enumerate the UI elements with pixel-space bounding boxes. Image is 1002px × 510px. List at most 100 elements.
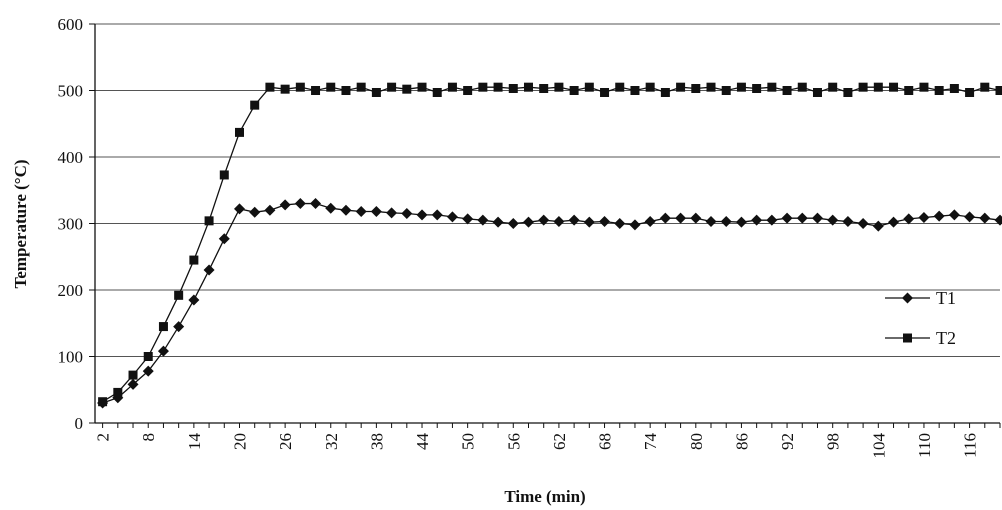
series-t1-point (811, 212, 823, 224)
series-t2-point (326, 82, 336, 92)
series-t1-point (644, 216, 656, 228)
series-t1-point (735, 216, 747, 228)
series-t1-point (979, 212, 991, 224)
series-t2 (98, 82, 1002, 407)
x-tick-label: 62 (550, 433, 569, 450)
x-axis-title: Time (min) (504, 487, 585, 506)
y-axis-ticks: 0 100 200 300 400 500 600 (58, 15, 95, 433)
series-t2-point (797, 82, 807, 92)
series-t1-point (918, 212, 930, 224)
series-t1-point (872, 220, 884, 232)
series-t2-point (812, 87, 822, 97)
series-t1-point (766, 214, 778, 226)
series-t2-point (949, 84, 959, 94)
y-tick-label: 300 (58, 215, 84, 234)
series-t1-point (310, 198, 322, 210)
series-t1-point (583, 216, 595, 228)
series-t1-point (568, 214, 580, 226)
series-t2-point (600, 87, 610, 97)
series-t1-point (386, 207, 398, 219)
series-t2-point (630, 86, 640, 95)
series-t1-point (325, 202, 337, 214)
series-t1-point (218, 233, 230, 245)
series-t2-point (447, 82, 457, 92)
series-t2-point (143, 352, 153, 361)
series-t2-point (98, 397, 108, 407)
series-t2-point (432, 87, 442, 97)
series-t2-point (752, 84, 762, 94)
series-t2-point (584, 82, 594, 92)
series-t2-point (904, 86, 914, 95)
series-t1-point (355, 206, 367, 218)
legend-swatch-marker (903, 333, 912, 343)
series-t1-point (492, 216, 504, 228)
series-t1-point (994, 214, 1002, 226)
series-t2-point (463, 86, 473, 95)
series-t2-point (919, 82, 929, 92)
series-t2-point (554, 82, 564, 92)
series-t2-point (295, 82, 305, 92)
series-t2-point (508, 84, 518, 94)
series-t2-point (311, 86, 321, 95)
y-tick-label: 400 (58, 148, 84, 167)
x-tick-label: 68 (596, 433, 615, 450)
x-tick-label: 74 (641, 433, 660, 451)
series-t1-point (614, 218, 626, 229)
series-t2-point (736, 82, 746, 92)
series-t2-point (387, 82, 397, 92)
x-tick-label: 14 (185, 433, 204, 451)
series-t1-point (401, 208, 413, 220)
series-t2-point (828, 82, 838, 92)
series-t2-point (660, 87, 670, 97)
x-tick-label: 116 (961, 433, 980, 458)
series-t2-point (265, 82, 275, 92)
series-t1-point (842, 216, 854, 228)
series-t1-point (857, 218, 869, 229)
x-tick-label: 98 (824, 433, 843, 450)
series-t1-point (477, 214, 489, 226)
series-t1-line (102, 202, 1001, 404)
series-t2-point (539, 84, 549, 94)
series-t2-point (234, 127, 244, 137)
series-t2-point (478, 82, 488, 92)
x-tick-label: 92 (778, 433, 797, 450)
series-group (97, 82, 1002, 409)
series-t1-point (279, 199, 291, 211)
series-t1-point (751, 214, 763, 226)
series-t1-point (446, 211, 458, 223)
series-t1-point (233, 203, 245, 215)
series-t2-point (676, 82, 686, 92)
series-t2-point (645, 82, 655, 92)
series-t2-point (615, 82, 625, 92)
x-tick-label: 44 (413, 433, 432, 451)
x-tick-label: 56 (504, 433, 523, 450)
series-t2-point (219, 170, 229, 180)
series-t2-point (767, 82, 777, 92)
series-t1-point (340, 204, 352, 216)
series-t2-point (417, 82, 427, 92)
series-t2-point (721, 86, 731, 95)
legend-item-t2: T2 (885, 328, 956, 348)
series-t1-point (294, 198, 306, 210)
series-t1-point (948, 209, 960, 221)
legend: T1 T2 (885, 288, 956, 348)
series-t2-point (706, 82, 716, 92)
series-t1-point (599, 216, 611, 228)
x-tick-label: 20 (230, 433, 249, 450)
y-tick-label: 200 (58, 281, 84, 300)
series-t1-point (431, 209, 443, 221)
series-t2-point (371, 87, 381, 97)
series-t1-point (142, 365, 154, 377)
x-tick-label: 2 (94, 433, 113, 442)
series-t1-point (127, 378, 139, 390)
series-t1-point (659, 212, 671, 224)
series-t1-point (370, 206, 382, 218)
y-tick-label: 100 (58, 348, 84, 367)
series-t2-point (113, 387, 123, 397)
series-t1-point (888, 216, 900, 228)
series-t2-point (843, 87, 853, 97)
x-tick-label: 38 (367, 433, 386, 450)
y-tick-label: 600 (58, 15, 84, 34)
y-tick-label: 0 (75, 414, 84, 433)
x-tick-label: 86 (732, 433, 751, 450)
